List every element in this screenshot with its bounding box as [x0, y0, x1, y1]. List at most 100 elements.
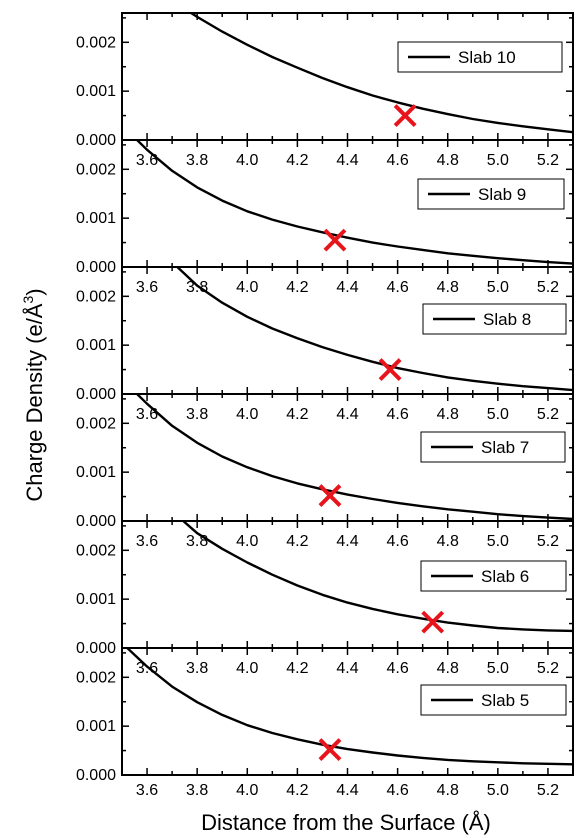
x-tick-label: 4.6	[386, 660, 408, 677]
x-tick-label: 4.0	[236, 279, 258, 296]
panel-slab-10: 0.000 0.001 0.002 3.6 3.8 4.0 4.2 4.4 4.6 4.8 5.0 5…	[76, 12, 574, 169]
marker-stroke	[318, 738, 342, 762]
x-tick-label: 3.8	[186, 152, 208, 169]
y-tick-label: 0.000	[76, 640, 116, 657]
y-tick-label: 0.000	[76, 386, 116, 403]
x-tick-label: 3.6	[136, 660, 158, 677]
chart-panels: 0.000 0.001 0.002 3.6 3.8 4.0 4.2 4.4 4.6 4.8 5.0 5…	[76, 12, 574, 799]
x-tick-label: 3.8	[186, 406, 208, 423]
marker-x	[323, 228, 347, 252]
series-line	[181, 521, 573, 633]
x-tick-label: 5.2	[537, 782, 559, 799]
x-tick-label: 4.0	[236, 782, 258, 799]
x-tick-label: 4.8	[437, 279, 459, 296]
y-tick-label: 0.002	[76, 288, 116, 305]
marker-stroke	[323, 228, 347, 252]
y-tick-label: 0.001	[76, 83, 116, 100]
y-tick-label: 0.000	[76, 259, 116, 276]
panel-slab-9: 0.000 0.001 0.002 3.6 3.8 4.0 4.2 4.4 4.6 4.8 5.0 5…	[76, 139, 574, 296]
legend-label: Slab 7	[481, 438, 529, 457]
x-tick-label: 4.4	[336, 533, 358, 550]
x-tick-label: 5.0	[487, 279, 509, 296]
marker-x	[378, 358, 402, 381]
x-tick-label: 4.2	[286, 782, 308, 799]
y-tick-label: 0.001	[76, 210, 116, 227]
marker-stroke	[393, 104, 417, 127]
x-tick-label: 3.6	[136, 279, 158, 296]
y-tick-label: 0.002	[76, 669, 116, 686]
legend-label: Slab 5	[481, 691, 529, 710]
y-tick-label: 0.001	[76, 591, 116, 608]
y-tick-label: 0.001	[76, 464, 116, 481]
marker-stroke	[378, 358, 402, 381]
x-tick-label: 4.8	[437, 533, 459, 550]
panel-frame	[121, 12, 574, 141]
x-tick-label: 4.0	[236, 152, 258, 169]
x-tick-label: 4.4	[336, 279, 358, 296]
x-tick-label: 3.8	[186, 660, 208, 677]
x-tick-label: 3.8	[186, 279, 208, 296]
y-tick-label: 0.001	[76, 337, 116, 354]
x-tick-label: 4.2	[286, 660, 308, 677]
x-tick-label: 4.0	[236, 660, 258, 677]
marker-stroke	[318, 484, 342, 508]
series-line	[175, 267, 573, 392]
panel-slab-5: 0.000 0.001 0.002 3.6 3.8 4.0 4.2 4.4 4.6 4.8 5.0 5…	[76, 647, 574, 799]
x-tick-label: 3.6	[136, 406, 158, 423]
y-tick-label: 0.000	[76, 132, 116, 149]
legend-label: Slab 9	[478, 185, 526, 204]
x-tick-label: 4.4	[336, 152, 358, 169]
x-tick-label: 4.2	[286, 406, 308, 423]
x-tick-label: 4.8	[437, 782, 459, 799]
y-tick-label: 0.000	[76, 767, 116, 784]
y-tick-label: 0.002	[76, 161, 116, 178]
x-tick-label: 4.0	[236, 533, 258, 550]
x-tick-label: 4.8	[437, 406, 459, 423]
legend-box	[420, 560, 567, 592]
x-tick-label: 4.6	[386, 782, 408, 799]
x-tick-label: 4.2	[286, 533, 308, 550]
legend: Slab 10	[397, 41, 563, 73]
legend-label: Slab 8	[483, 310, 531, 329]
legend: Slab 9	[417, 178, 565, 210]
marker-x	[421, 610, 445, 634]
x-tick-label: 4.6	[386, 279, 408, 296]
marker-stroke	[421, 610, 445, 634]
y-axis-title-superscript: 3	[20, 296, 36, 304]
marker-x	[318, 738, 342, 762]
legend: Slab 7	[420, 431, 566, 463]
series-line	[135, 140, 573, 265]
x-tick-label: 5.2	[537, 660, 559, 677]
y-axis-title-close: )	[22, 288, 47, 295]
x-tick-label: 3.6	[136, 533, 158, 550]
legend-label: Slab 6	[481, 567, 529, 586]
y-axis-title-main: Charge Density (e/Å	[22, 303, 47, 501]
legend: Slab 8	[422, 303, 567, 335]
x-tick-label: 5.0	[487, 406, 509, 423]
y-tick-label: 0.000	[76, 513, 116, 530]
y-tick-label: 0.001	[76, 718, 116, 735]
x-tick-label: 5.2	[537, 152, 559, 169]
x-tick-label: 3.8	[186, 782, 208, 799]
x-tick-label: 5.2	[537, 279, 559, 296]
x-tick-label: 4.4	[336, 782, 358, 799]
x-tick-label: 4.4	[336, 406, 358, 423]
x-tick-label: 5.0	[487, 782, 509, 799]
x-tick-label: 5.0	[487, 152, 509, 169]
y-tick-label: 0.002	[76, 542, 116, 559]
x-tick-label: 5.0	[487, 660, 509, 677]
x-axis-title: Distance from the Surface (Å)	[201, 810, 491, 835]
x-tick-label: 4.2	[286, 279, 308, 296]
y-tick-label: 0.002	[76, 34, 116, 51]
x-tick-label: 4.6	[386, 152, 408, 169]
x-tick-label: 3.8	[186, 533, 208, 550]
x-tick-label: 4.8	[437, 152, 459, 169]
legend: Slab 5	[420, 684, 567, 716]
panel-slab-6: 0.000 0.001 0.002 3.6 3.8 4.0 4.2 4.4 4.6 4.8 5.0 5…	[76, 520, 574, 677]
x-tick-label: 5.2	[537, 406, 559, 423]
x-tick-label: 3.6	[136, 782, 158, 799]
x-tick-label: 4.6	[386, 533, 408, 550]
y-axis-title: Charge Density (e/Å3)	[20, 288, 47, 501]
series-line	[125, 648, 573, 766]
x-tick-label: 5.0	[487, 533, 509, 550]
